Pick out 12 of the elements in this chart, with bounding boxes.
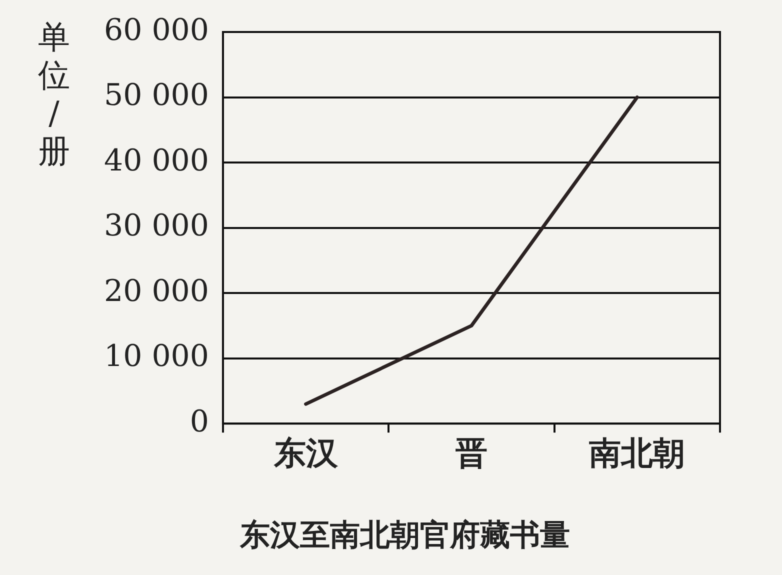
y-axis-title: 单位/册 bbox=[37, 18, 71, 170]
x-tick-label: 晋 bbox=[455, 434, 488, 472]
y-tick-label: 20 000 bbox=[104, 274, 209, 309]
y-tick-label: 60 000 bbox=[104, 12, 209, 48]
y-tick-label: 10 000 bbox=[104, 339, 209, 374]
text: 东汉至南北朝官府藏书量 bbox=[239, 518, 570, 553]
y-tick-label: 50 000 bbox=[104, 78, 209, 114]
x-tick-label: 南北朝 bbox=[589, 434, 686, 472]
y-tick-label: 0 bbox=[190, 404, 209, 440]
x-tick-label: 东汉 bbox=[272, 434, 339, 472]
y-tick-label: 30 000 bbox=[104, 208, 209, 244]
y-tick-label: 40 000 bbox=[104, 143, 209, 178]
